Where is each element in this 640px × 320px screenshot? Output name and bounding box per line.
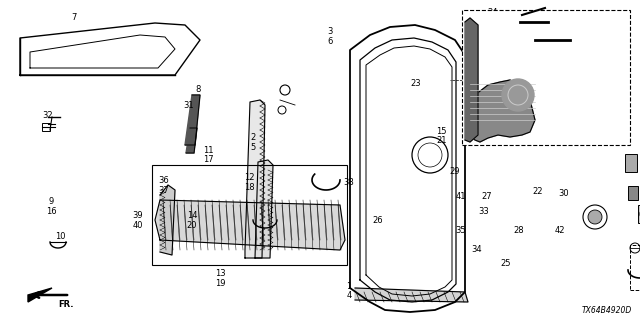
Text: 13: 13	[216, 269, 226, 278]
Text: 14: 14	[187, 212, 197, 220]
Text: 35: 35	[456, 226, 466, 235]
Text: 37: 37	[158, 186, 168, 195]
Bar	[638, 205, 640, 223]
Text: 11: 11	[203, 146, 213, 155]
Text: 17: 17	[203, 156, 213, 164]
Circle shape	[588, 210, 602, 224]
Text: 33: 33	[478, 207, 488, 216]
Text: 8: 8	[196, 85, 201, 94]
Polygon shape	[155, 200, 345, 250]
Text: 15: 15	[436, 127, 447, 136]
Text: 24: 24	[488, 8, 498, 17]
Text: FR.: FR.	[58, 300, 74, 309]
Text: 27: 27	[481, 192, 492, 201]
Text: 18: 18	[244, 183, 255, 192]
Text: 24: 24	[555, 45, 565, 54]
Text: 10: 10	[56, 232, 66, 241]
Text: 23: 23	[411, 79, 421, 88]
Bar	[628, 186, 638, 200]
Text: 7: 7	[71, 13, 76, 22]
Text: 22: 22	[532, 188, 543, 196]
Bar	[152, 165, 347, 265]
Text: 41: 41	[456, 192, 466, 201]
Text: 40: 40	[132, 221, 143, 230]
Text: 42: 42	[555, 226, 565, 235]
Text: 25: 25	[500, 260, 511, 268]
Polygon shape	[355, 288, 468, 302]
Text: 21: 21	[436, 136, 447, 145]
Polygon shape	[160, 185, 175, 255]
Text: 36: 36	[158, 176, 168, 185]
Polygon shape	[186, 128, 197, 153]
Text: 2: 2	[250, 133, 255, 142]
Text: 30: 30	[558, 189, 568, 198]
Bar	[462, 10, 630, 145]
Text: 9: 9	[49, 197, 54, 206]
Text: 4: 4	[346, 292, 351, 300]
Circle shape	[502, 79, 534, 111]
Text: 16: 16	[46, 207, 56, 216]
Text: 3: 3	[327, 28, 332, 36]
Text: 28: 28	[513, 226, 524, 235]
Text: 32: 32	[43, 111, 53, 120]
Polygon shape	[185, 95, 200, 145]
Bar	[625, 154, 637, 172]
Text: 34: 34	[472, 245, 482, 254]
Text: 19: 19	[216, 279, 226, 288]
Text: 31: 31	[184, 101, 194, 110]
Text: 12: 12	[244, 173, 255, 182]
Text: 20: 20	[187, 221, 197, 230]
Polygon shape	[245, 100, 265, 258]
Text: 26: 26	[372, 216, 383, 225]
Polygon shape	[465, 18, 478, 142]
Text: 39: 39	[132, 212, 143, 220]
Polygon shape	[468, 80, 535, 142]
Text: 38: 38	[344, 178, 354, 187]
Polygon shape	[255, 160, 273, 258]
Text: 5: 5	[250, 143, 255, 152]
Bar	[42, 123, 50, 131]
Bar	[630, 245, 640, 290]
Text: 6: 6	[327, 37, 332, 46]
Text: TX64B4920D: TX64B4920D	[582, 306, 632, 315]
Polygon shape	[28, 288, 52, 302]
Text: 1: 1	[346, 282, 351, 291]
Text: 29: 29	[449, 167, 460, 176]
